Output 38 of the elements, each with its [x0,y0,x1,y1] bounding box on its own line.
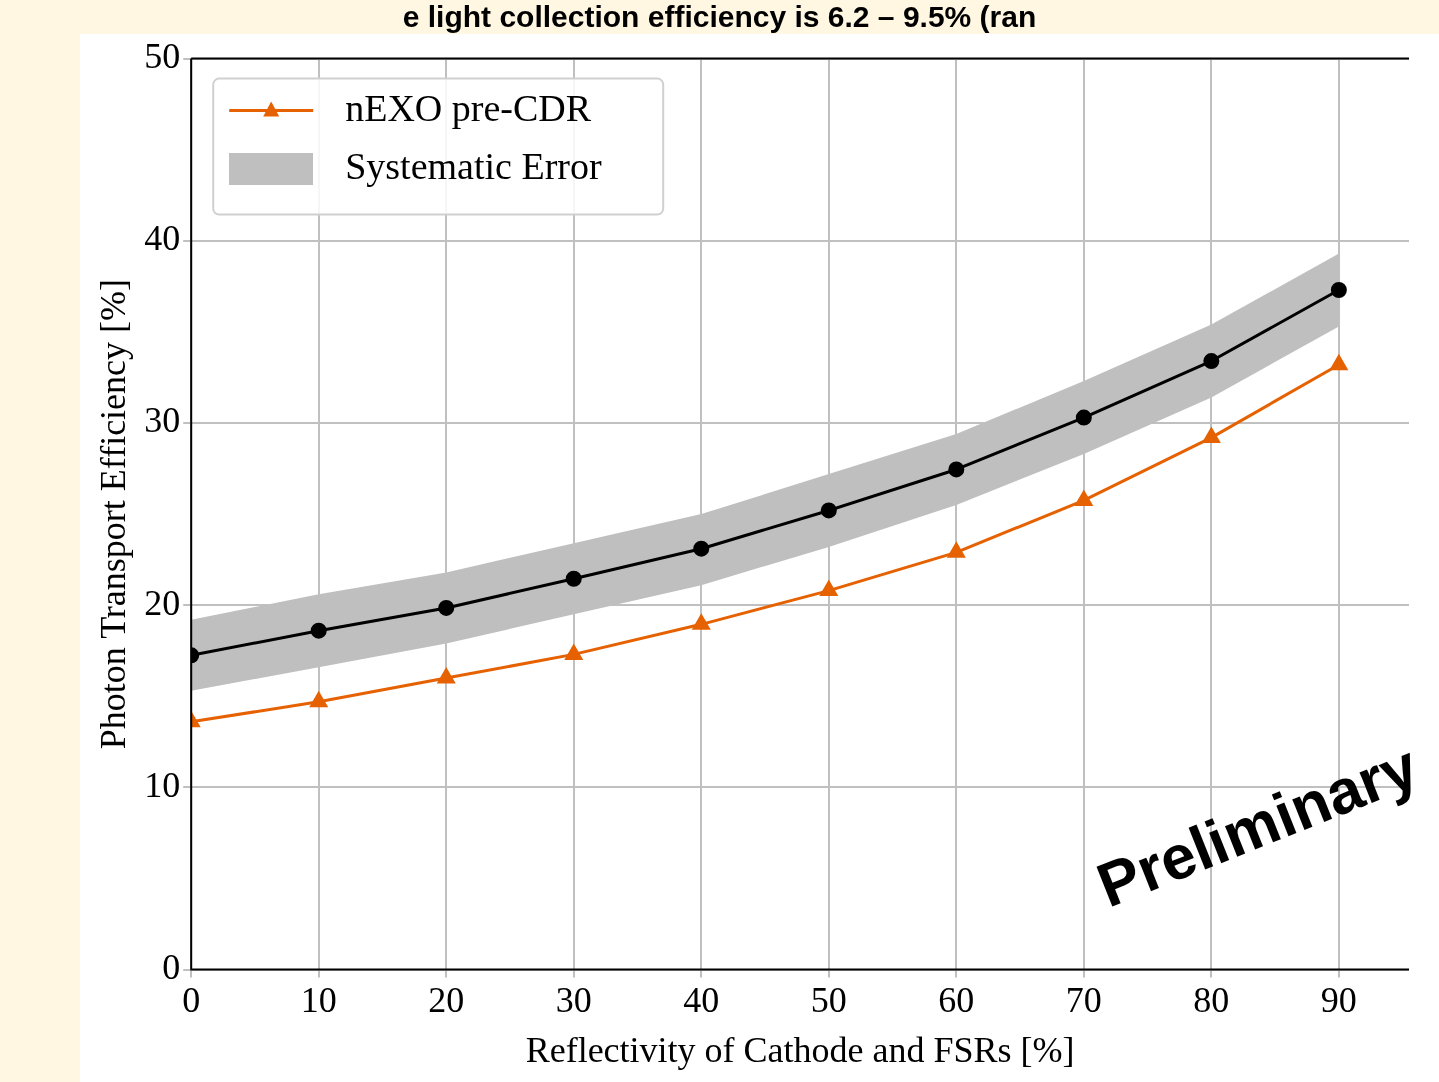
point [438,599,455,616]
x-tick-label: 50 [810,979,847,1020]
point [1330,281,1347,298]
point [693,540,710,557]
x-axis-title: Reflectivity of Cathode and FSRs [%] [525,1029,1075,1070]
y-tick-label: 20 [144,582,181,623]
y-tick-label: 30 [144,400,181,441]
point [310,692,328,708]
chart-title: e light collection efficiency is 6.2 – 9.5% (ran [401,0,1038,34]
x-tick-label: 90 [1320,979,1357,1020]
point [565,644,583,660]
point [1075,409,1092,426]
y-tick-label: 10 [144,764,181,805]
x-tick-label: 70 [1065,979,1102,1020]
point [820,581,838,597]
point [820,502,837,519]
x-tick-label: 60 [938,979,975,1020]
point [1330,355,1348,371]
x-tick-label: 20 [428,979,465,1020]
point [1203,353,1220,370]
point [310,622,327,639]
y-tick-label: 0 [162,947,181,988]
x-tick-label: 10 [300,979,337,1020]
point [437,668,455,684]
point [1075,490,1093,506]
y-tick-label: 40 [144,218,181,259]
point [947,542,965,558]
legend-label: nEXO pre-CDR [345,86,592,129]
x-tick-label: 80 [1193,979,1230,1020]
annotation: Systematic Error [345,144,602,187]
y-axis-title: Photon Transport Efficiency [%] [93,278,134,750]
y-tick-label: 50 [144,36,181,77]
x-tick-label: 30 [555,979,592,1020]
point [692,614,710,630]
point [565,570,582,587]
point [1202,428,1220,444]
x-tick-label: 40 [683,979,720,1020]
point [948,461,965,478]
